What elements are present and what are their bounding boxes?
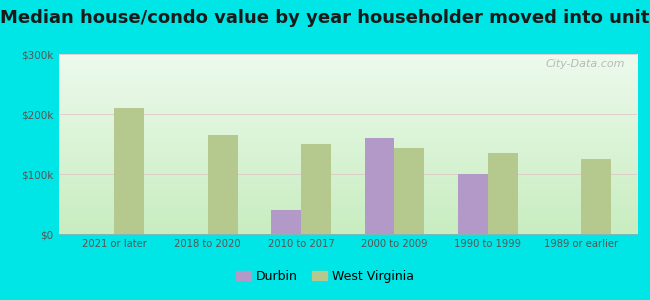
Text: Median house/condo value by year householder moved into unit: Median house/condo value by year househo… xyxy=(0,9,650,27)
Text: City-Data.com: City-Data.com xyxy=(546,59,625,69)
Bar xyxy=(114,108,144,234)
Bar xyxy=(395,148,424,234)
Bar xyxy=(458,174,488,234)
Bar xyxy=(271,210,301,234)
Bar xyxy=(365,138,395,234)
Bar xyxy=(581,159,611,234)
Bar xyxy=(208,135,238,234)
Bar xyxy=(488,153,517,234)
Legend: Durbin, West Virginia: Durbin, West Virginia xyxy=(231,265,419,288)
Bar xyxy=(301,144,331,234)
